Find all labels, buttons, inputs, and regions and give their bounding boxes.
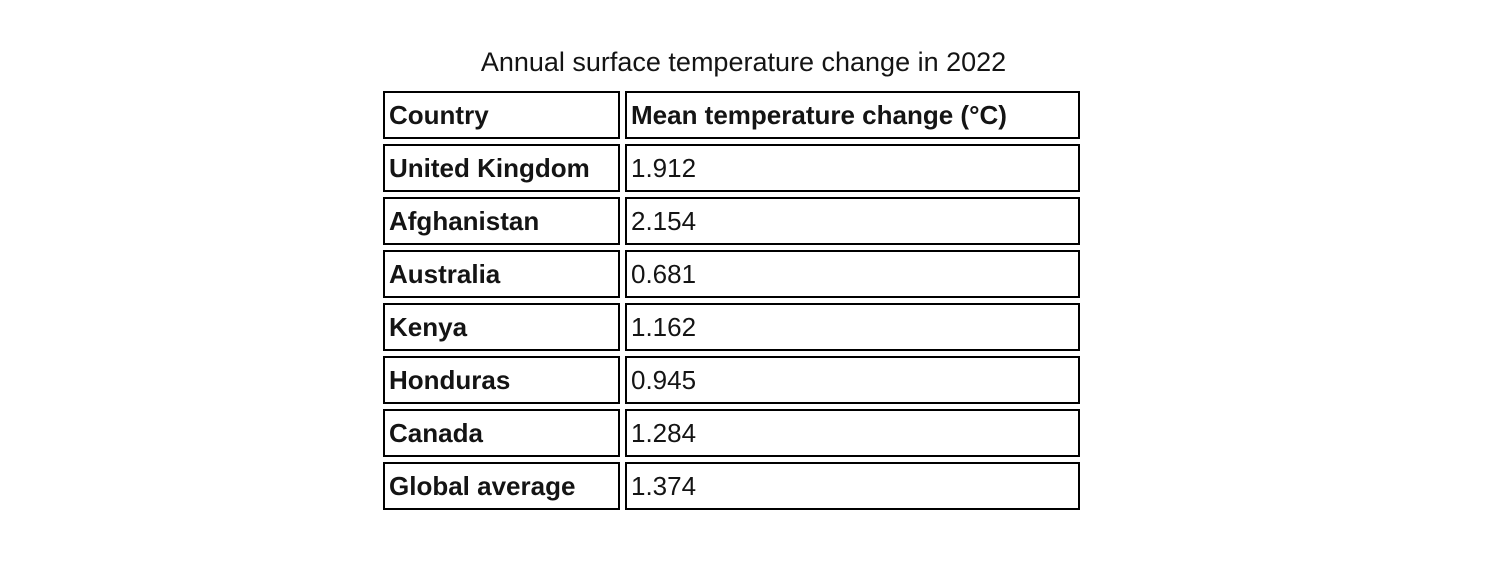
country-cell: Honduras	[383, 356, 620, 404]
table-row: Global average 1.374	[383, 462, 1080, 510]
chart-title: Annual surface temperature change in 202…	[480, 47, 1007, 77]
column-header-mean-temperature-change: Mean temperature change (°C)	[625, 91, 1080, 139]
table-row: Honduras 0.945	[383, 356, 1080, 404]
table-header: Country Mean temperature change (°C)	[383, 91, 1080, 139]
value-cell: 0.945	[625, 356, 1080, 404]
country-cell: Afghanistan	[383, 197, 620, 245]
value-cell: 0.681	[625, 250, 1080, 298]
column-header-country: Country	[383, 91, 620, 139]
table-row: Canada 1.284	[383, 409, 1080, 457]
country-cell: Australia	[383, 250, 620, 298]
value-cell: 1.284	[625, 409, 1080, 457]
table-body: United Kingdom 1.912 Afghanistan 2.154 Austr…	[383, 144, 1080, 510]
country-cell: Global average	[383, 462, 620, 510]
country-cell: Canada	[383, 409, 620, 457]
table-row: Afghanistan 2.154	[383, 197, 1080, 245]
header-row: Country Mean temperature change (°C)	[383, 91, 1080, 139]
temperature-table: Country Mean temperature change (°C) Uni…	[378, 86, 1085, 515]
chart-container: Annual surface temperature change in 202…	[378, 0, 1109, 515]
country-cell: Kenya	[383, 303, 620, 351]
table-row: Australia 0.681	[383, 250, 1080, 298]
country-cell: United Kingdom	[383, 144, 620, 192]
value-cell: 1.912	[625, 144, 1080, 192]
value-cell: 1.374	[625, 462, 1080, 510]
table-row: United Kingdom 1.912	[383, 144, 1080, 192]
value-cell: 2.154	[625, 197, 1080, 245]
table-row: Kenya 1.162	[383, 303, 1080, 351]
value-cell: 1.162	[625, 303, 1080, 351]
